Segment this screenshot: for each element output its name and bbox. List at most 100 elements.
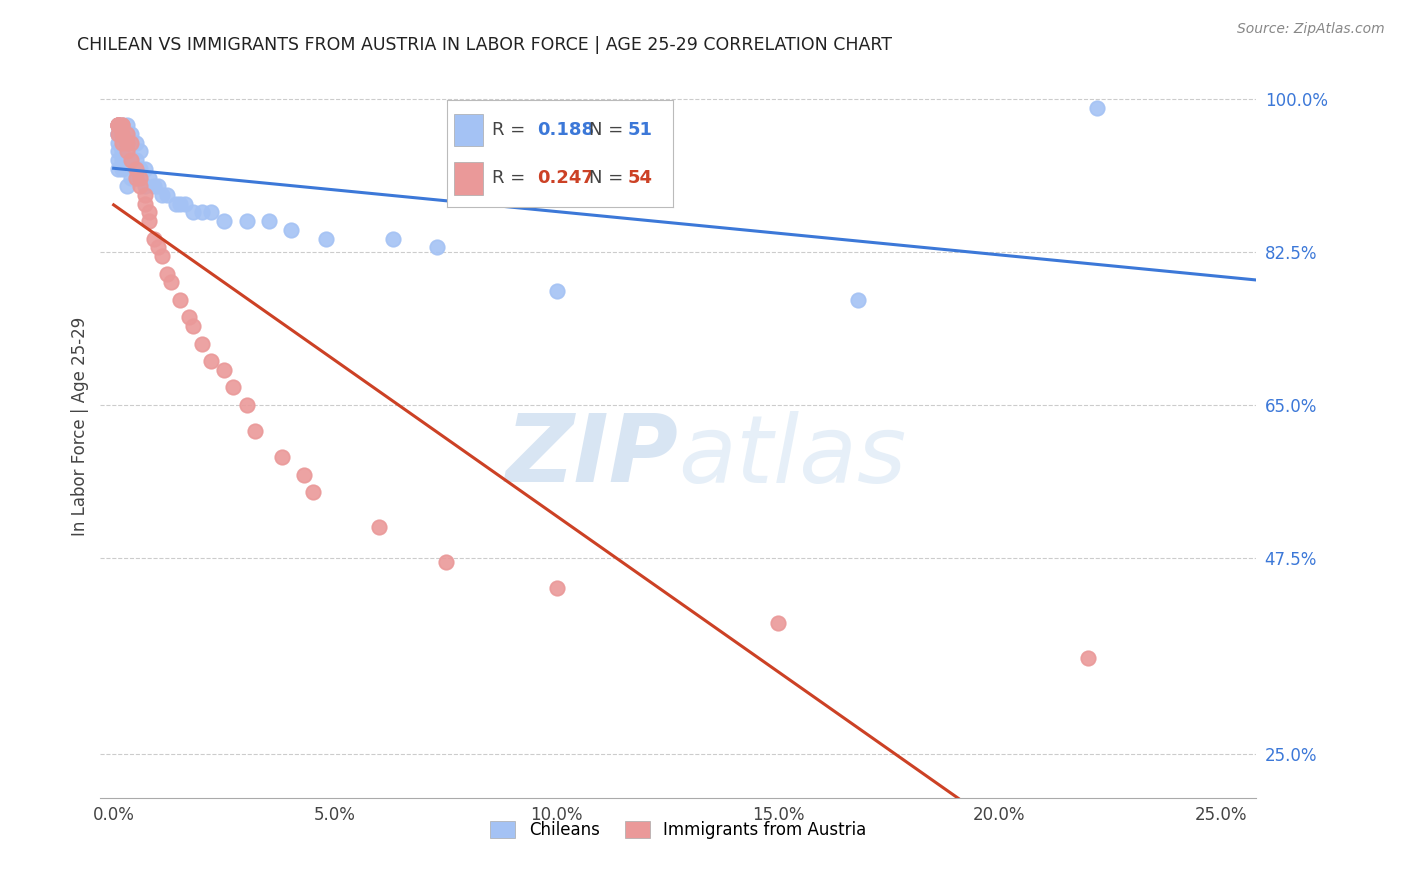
Text: CHILEAN VS IMMIGRANTS FROM AUSTRIA IN LABOR FORCE | AGE 25-29 CORRELATION CHART: CHILEAN VS IMMIGRANTS FROM AUSTRIA IN LA… [77, 36, 893, 54]
Point [271, 450, 294, 465]
Point [138, 170, 160, 185]
Point [107, 118, 129, 132]
Point [142, 179, 165, 194]
Point [107, 127, 129, 141]
Point [173, 196, 195, 211]
Point [107, 118, 129, 132]
Point [245, 424, 267, 438]
Point [120, 153, 142, 167]
Point [165, 196, 187, 211]
Point [120, 153, 142, 167]
Point [156, 188, 179, 202]
Point [156, 267, 179, 281]
Point [191, 205, 214, 219]
Point [129, 170, 152, 185]
Point [183, 205, 205, 219]
Point [142, 232, 165, 246]
Point [134, 196, 156, 211]
Point [200, 205, 222, 219]
Point [150, 249, 173, 263]
Point [302, 485, 325, 500]
Point [107, 118, 129, 132]
Point [107, 127, 129, 141]
Point [115, 145, 138, 159]
Point [115, 153, 138, 167]
Point [134, 179, 156, 194]
Point [150, 188, 173, 202]
Point [169, 293, 191, 307]
Point [235, 214, 257, 228]
Point [125, 170, 148, 185]
Point [134, 161, 156, 176]
Point [434, 555, 457, 569]
Point [169, 196, 191, 211]
Point [368, 520, 391, 534]
Point [1077, 651, 1099, 665]
Point [120, 127, 142, 141]
Point [129, 145, 152, 159]
Point [257, 214, 280, 228]
Point [235, 398, 257, 412]
Point [115, 136, 138, 150]
Point [146, 240, 169, 254]
Text: ZIP: ZIP [506, 410, 678, 502]
Point [214, 363, 236, 377]
Point [846, 293, 869, 307]
Point [111, 153, 134, 167]
Point [129, 161, 152, 176]
Point [115, 136, 138, 150]
Point [111, 127, 134, 141]
Point [115, 179, 138, 194]
Point [381, 232, 404, 246]
Point [111, 161, 134, 176]
Point [1085, 101, 1108, 115]
Point [107, 153, 129, 167]
Point [111, 145, 134, 159]
Point [107, 161, 129, 176]
Point [766, 616, 789, 631]
Point [315, 232, 337, 246]
Point [111, 127, 134, 141]
Point [222, 380, 245, 394]
Point [138, 205, 160, 219]
Point [120, 170, 142, 185]
Point [107, 127, 129, 141]
Text: Source: ZipAtlas.com: Source: ZipAtlas.com [1237, 22, 1385, 37]
Point [200, 354, 222, 368]
Point [426, 240, 449, 254]
Point [115, 127, 138, 141]
Point [111, 127, 134, 141]
Point [125, 136, 148, 150]
Point [111, 136, 134, 150]
Point [125, 153, 148, 167]
Y-axis label: In Labor Force | Age 25-29: In Labor Force | Age 25-29 [72, 317, 89, 536]
Point [292, 467, 315, 482]
Point [115, 118, 138, 132]
Point [107, 118, 129, 132]
Point [214, 214, 236, 228]
Point [115, 127, 138, 141]
Point [546, 284, 568, 298]
Point [125, 170, 148, 185]
Point [160, 276, 183, 290]
Point [107, 118, 129, 132]
Point [129, 179, 152, 194]
Point [107, 136, 129, 150]
Point [120, 136, 142, 150]
Point [107, 145, 129, 159]
Point [134, 188, 156, 202]
Point [546, 582, 568, 596]
Point [183, 319, 205, 334]
Point [125, 161, 148, 176]
Point [107, 118, 129, 132]
Point [280, 223, 302, 237]
Point [111, 136, 134, 150]
Point [111, 118, 134, 132]
Point [138, 214, 160, 228]
Point [111, 118, 134, 132]
Legend: Chileans, Immigrants from Austria: Chileans, Immigrants from Austria [484, 814, 873, 846]
Point [191, 336, 214, 351]
Text: atlas: atlas [678, 411, 907, 502]
Point [111, 118, 134, 132]
Point [146, 179, 169, 194]
